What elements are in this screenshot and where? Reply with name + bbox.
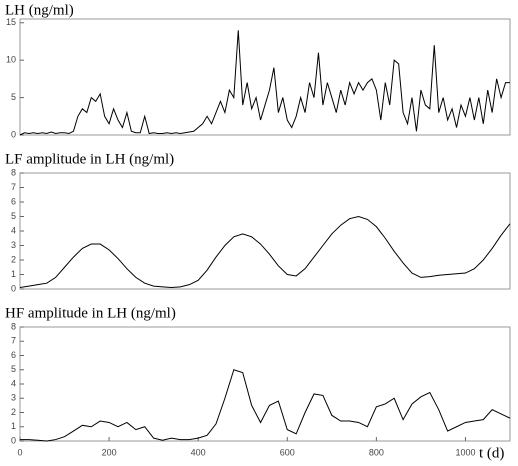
y-tick-label: 8 [11,167,16,177]
y-tick-label: 5 [11,211,16,221]
y-tick-label: 10 [6,55,16,65]
x-tick-label: 600 [280,447,295,457]
y-tick-label: 2 [11,254,16,264]
y-tick-label: 8 [11,321,16,331]
panel-title: LF amplitude in LH (ng/ml) [5,151,174,167]
data-line [19,30,510,136]
y-tick-label: 0 [11,129,16,139]
panel-title: HF amplitude in LH (ng/ml) [5,305,176,321]
y-tick-label: 6 [11,196,16,206]
x-tick-label: 200 [102,447,117,457]
y-tick-label: 5 [11,92,16,102]
plot-frame [19,326,511,442]
y-tick-label: 0 [11,435,16,445]
y-tick-label: 7 [11,336,16,346]
x-tick-label: 400 [191,447,206,457]
plot-frame [19,18,511,136]
y-tick-label: 4 [11,378,16,388]
y-tick-label: 0 [11,283,16,293]
y-tick-label: 5 [11,364,16,374]
y-tick-label: 1 [11,421,16,431]
x-tick-label: 0 [17,447,22,457]
plot-frame [19,172,511,290]
y-tick-label: 3 [11,393,16,403]
panel-title: LH (ng/ml) [5,2,74,18]
x-axis-label: t (d) [479,445,504,461]
data-line [19,215,511,289]
y-tick-label: 2 [11,407,16,417]
y-tick-label: 7 [11,182,16,192]
x-tick-label: 800 [369,447,384,457]
y-tick-label: 3 [11,240,16,250]
y-tick-label: 15 [6,17,16,27]
x-tick-label: 1000 [455,447,475,457]
data-line [20,369,511,442]
y-tick-label: 6 [11,350,16,360]
y-tick-label: 1 [11,269,16,279]
y-tick-label: 4 [11,225,16,235]
